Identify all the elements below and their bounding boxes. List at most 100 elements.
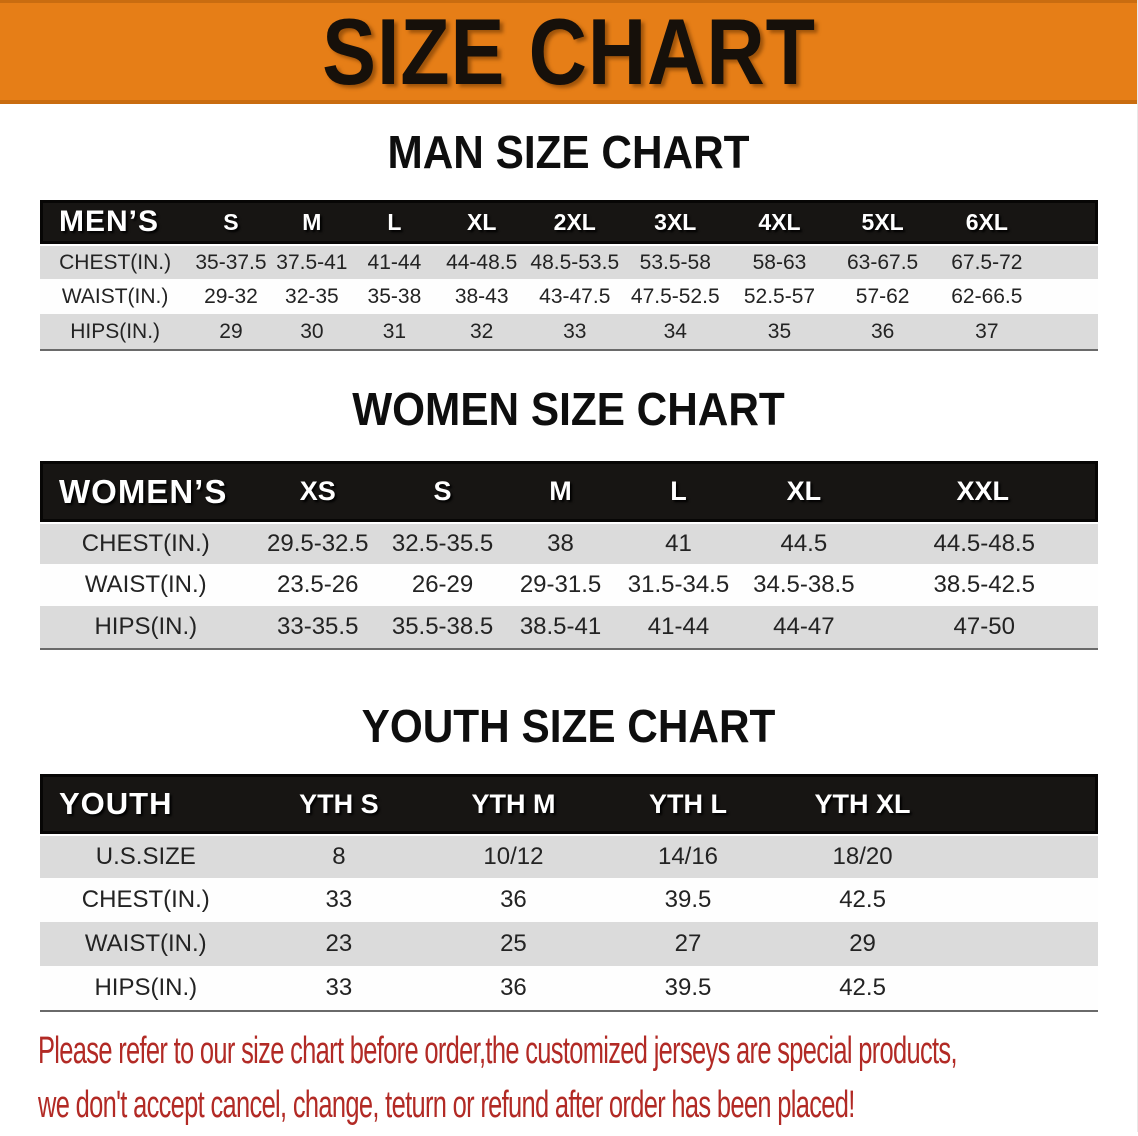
- size-column-header: S: [190, 200, 272, 244]
- size-value-cell: 33: [251, 878, 427, 922]
- size-header-row: WOMEN’S XS S M L XL XXL: [40, 461, 1098, 522]
- size-value-cell: 35-38: [352, 279, 437, 314]
- measurement-label: CHEST(IN.): [40, 878, 252, 922]
- size-value-cell: 35.5-38.5: [383, 606, 502, 648]
- men-section-heading: MAN SIZE CHART: [387, 126, 750, 178]
- size-column-header: 2XL: [526, 200, 623, 244]
- size-value-cell: 35: [727, 314, 832, 349]
- measurement-row: HIPS(IN.) 29 30 31 32 33 34 35 36 37: [40, 314, 1098, 349]
- size-column-header: YTH M: [426, 774, 601, 834]
- size-value-cell: 41-44: [619, 606, 738, 648]
- size-value-cell: 18/20: [775, 834, 950, 878]
- disclaimer-line-2: we don't accept cancel, change, teturn o…: [38, 1084, 855, 1126]
- size-value-cell: 38.5-41: [501, 606, 620, 648]
- size-column-header: 5XL: [831, 200, 934, 244]
- banner: SIZE CHART: [0, 0, 1137, 104]
- size-value-cell: 57-62: [831, 279, 934, 314]
- size-column-header: XL: [737, 461, 871, 522]
- size-column-header: L: [352, 200, 437, 244]
- size-value-cell: 63-67.5: [831, 244, 934, 279]
- size-value-cell: 42.5: [775, 966, 950, 1010]
- measurement-row: WAIST(IN.) 23.5-26 26-29 29-31.5 31.5-34.5 34…: [40, 564, 1098, 606]
- men-size-table: MEN’S S M L XL 2XL 3XL 4XL 5XL 6XL CHEST(IN.) 35-37…: [40, 200, 1098, 351]
- women-size-table: WOMEN’S XS S M L XL XXL CHEST(IN.) 29.5-32.5 32.5…: [40, 461, 1098, 650]
- size-value-cell: 25: [426, 922, 601, 966]
- measurement-row: WAIST(IN.) 23 25 27 29: [40, 922, 1098, 966]
- size-header-row: YOUTH YTH S YTH M YTH L YTH XL: [40, 774, 1098, 834]
- size-header-row: MEN’S S M L XL 2XL 3XL 4XL 5XL 6XL: [40, 200, 1098, 244]
- size-value-cell: 52.5-57: [727, 279, 832, 314]
- measurement-row: CHEST(IN.) 33 36 39.5 42.5: [40, 878, 1098, 922]
- size-value-cell: 23: [251, 922, 427, 966]
- size-value-cell: 31.5-34.5: [619, 564, 738, 606]
- size-value-cell: 38.5-42.5: [870, 564, 1098, 606]
- measurement-label: HIPS(IN.): [40, 314, 191, 349]
- size-value-cell: 23.5-26: [251, 564, 384, 606]
- spacer-cell: [949, 834, 1098, 878]
- measurement-label: HIPS(IN.): [40, 966, 252, 1010]
- size-column-header: L: [619, 461, 738, 522]
- size-column-header: 3XL: [622, 200, 728, 244]
- table-group-label: WOMEN’S: [40, 461, 252, 522]
- spacer-cell: [1039, 244, 1098, 279]
- size-value-cell: 29-31.5: [501, 564, 620, 606]
- size-value-cell: 10/12: [426, 834, 601, 878]
- spacer-cell: [1039, 200, 1098, 244]
- size-value-cell: 42.5: [775, 878, 950, 922]
- size-value-cell: 47.5-52.5: [622, 279, 728, 314]
- size-value-cell: 43-47.5: [526, 279, 623, 314]
- measurement-label: WAIST(IN.): [40, 564, 252, 606]
- size-value-cell: 33: [526, 314, 623, 349]
- spacer-cell: [949, 878, 1098, 922]
- measurement-label: CHEST(IN.): [40, 522, 252, 564]
- size-value-cell: 44.5: [737, 522, 871, 564]
- spacer-cell: [949, 922, 1098, 966]
- size-value-cell: 29.5-32.5: [251, 522, 384, 564]
- size-value-cell: 38: [501, 522, 620, 564]
- size-value-cell: 33: [251, 966, 427, 1010]
- size-column-header: M: [271, 200, 353, 244]
- size-value-cell: 29: [190, 314, 272, 349]
- size-value-cell: 37: [933, 314, 1040, 349]
- size-value-cell: 47-50: [870, 606, 1098, 648]
- size-value-cell: 35-37.5: [190, 244, 272, 279]
- size-column-header: 6XL: [933, 200, 1040, 244]
- size-value-cell: 44-47: [737, 606, 871, 648]
- size-value-cell: 26-29: [383, 564, 502, 606]
- spacer-cell: [1039, 279, 1098, 314]
- measurement-label: WAIST(IN.): [40, 922, 252, 966]
- measurement-row: CHEST(IN.) 29.5-32.5 32.5-35.5 38 41 44.5 44.5…: [40, 522, 1098, 564]
- size-column-header: YTH S: [251, 774, 427, 834]
- table-group-label: MEN’S: [40, 200, 191, 244]
- size-value-cell: 31: [352, 314, 437, 349]
- size-value-cell: 27: [600, 922, 776, 966]
- spacer-cell: [949, 966, 1098, 1010]
- size-column-header: XS: [251, 461, 384, 522]
- measurement-row: HIPS(IN.) 33 36 39.5 42.5: [40, 966, 1098, 1010]
- size-value-cell: 32: [436, 314, 527, 349]
- spacer-cell: [949, 774, 1098, 834]
- disclaimer-line-1: Please refer to our size chart before or…: [38, 1030, 958, 1072]
- size-value-cell: 58-63: [727, 244, 832, 279]
- size-value-cell: 8: [251, 834, 427, 878]
- size-value-cell: 34.5-38.5: [737, 564, 871, 606]
- measurement-label: HIPS(IN.): [40, 606, 252, 648]
- table-group-label: YOUTH: [40, 774, 252, 834]
- size-value-cell: 38-43: [436, 279, 527, 314]
- size-value-cell: 30: [271, 314, 353, 349]
- measurement-row: HIPS(IN.) 33-35.5 35.5-38.5 38.5-41 41-44 44-…: [40, 606, 1098, 648]
- size-value-cell: 29-32: [190, 279, 272, 314]
- size-value-cell: 48.5-53.5: [526, 244, 623, 279]
- size-value-cell: 32-35: [271, 279, 353, 314]
- size-value-cell: 44.5-48.5: [870, 522, 1098, 564]
- size-value-cell: 36: [426, 966, 601, 1010]
- size-value-cell: 36: [831, 314, 934, 349]
- size-value-cell: 37.5-41: [271, 244, 353, 279]
- banner-title: SIZE CHART: [321, 0, 816, 104]
- measurement-label: U.S.SIZE: [40, 834, 252, 878]
- size-value-cell: 44-48.5: [436, 244, 527, 279]
- size-value-cell: 62-66.5: [933, 279, 1040, 314]
- measurement-row: U.S.SIZE 8 10/12 14/16 18/20: [40, 834, 1098, 878]
- size-value-cell: 67.5-72: [933, 244, 1040, 279]
- size-value-cell: 41: [619, 522, 738, 564]
